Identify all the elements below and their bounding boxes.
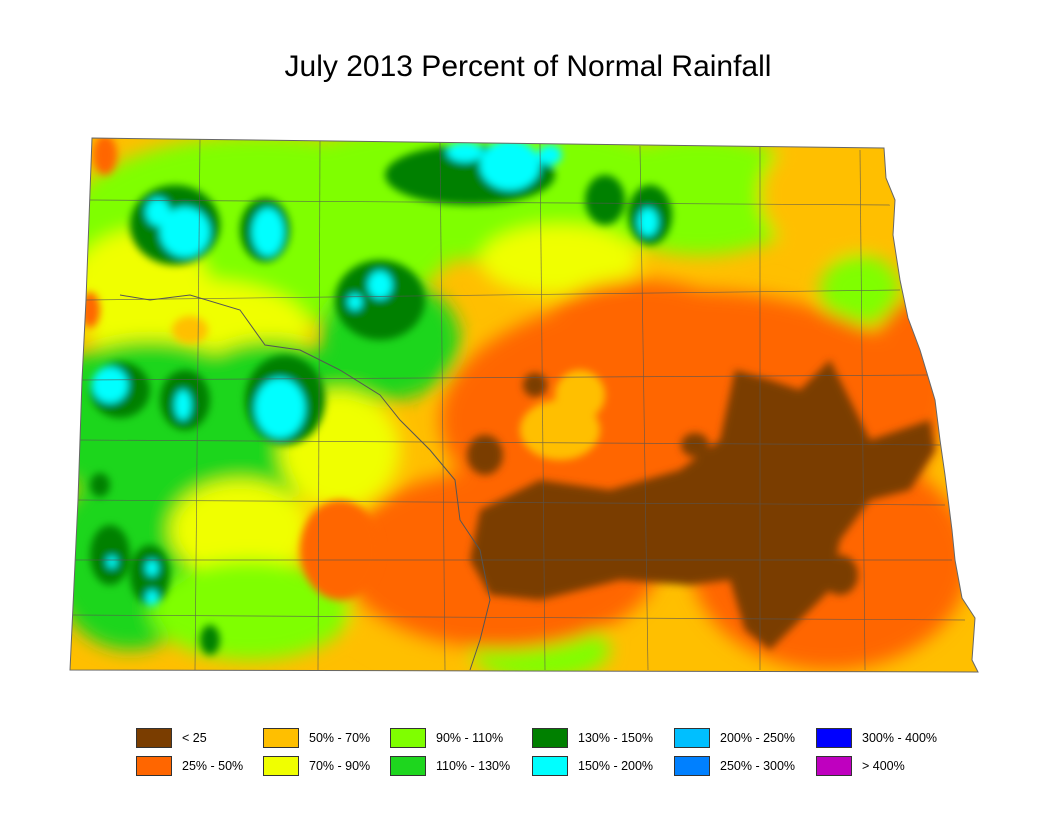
state-outline bbox=[69, 137, 979, 673]
precipitation-field bbox=[70, 138, 978, 672]
map-title: July 2013 Percent of Normal Rainfall bbox=[284, 50, 772, 83]
